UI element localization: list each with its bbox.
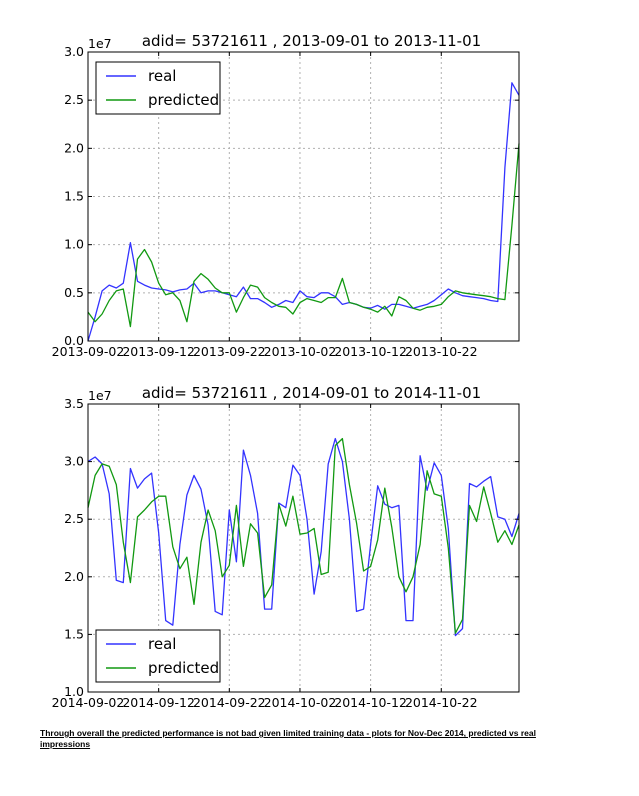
chart2-ytick-label-3: 2.5 [64,511,84,526]
chart1-xtick-label-2: 2013-09-22 [193,344,266,359]
chart2-xtick-label-2: 2014-09-22 [193,695,266,710]
chart1-y-multiplier: 1e7 [88,36,112,51]
chart2-legend-label-predicted: predicted [148,659,219,677]
chart1-legend-label-real: real [148,67,176,85]
chart1-series-predicted-line [87,143,520,328]
chart1-legend-box [95,61,221,115]
chart1-xtick-label-0: 2013-09-02 [52,344,125,359]
chart2-xtick-label-4: 2014-10-12 [334,695,407,710]
chart2-ytick-label-2: 2.0 [64,569,84,584]
chart2-series-predicted-line [87,437,520,634]
chart1-legend-label-predicted: predicted [148,91,219,109]
chart2-y-multiplier: 1e7 [88,388,112,403]
chart2-ytick-label-5: 3.5 [64,396,84,411]
chart2-legend-box [95,629,221,683]
chart2-ytick-label-0: 1.0 [64,684,84,699]
chart1-xtick-label-1: 2013-09-12 [122,344,195,359]
chart2-series-real-line [87,437,520,637]
chart1-ytick-label-0: 0.0 [64,333,84,348]
chart2-xtick-label-5: 2014-10-22 [405,695,478,710]
chart2-xtick-label-3: 2014-10-02 [264,695,337,710]
chart2-legend-label-real: real [148,635,176,653]
chart2-title: adid= 53721611 , 2014-09-01 to 2014-11-0… [142,384,481,402]
chart1-xtick-label-4: 2013-10-12 [334,344,407,359]
figure-caption: Through overall the predicted performanc… [40,728,536,749]
chart1-series-real-line [87,82,520,342]
chart-figure: 0.0 0.5 1.0 1.5 2.0 2.5 3.0 2013-09-022013-09-1… [52,32,520,710]
chart1-xtick-label-5: 2013-10-22 [405,344,478,359]
chart2-axes-frame [87,403,520,693]
chart1-ytick-label-3: 1.5 [64,189,84,204]
chart1-xtick-label-3: 2013-10-02 [264,344,337,359]
chart1-ytick-label-6: 3.0 [64,44,84,59]
chart2-ytick-label-1: 1.5 [64,626,84,641]
chart1-title: adid= 53721611 , 2013-09-01 to 2013-11-0… [142,32,481,50]
chart1-ytick-label-5: 2.5 [64,92,84,107]
chart1-ytick-label-2: 1.0 [64,237,84,252]
chart2-xtick-label-1: 2014-09-12 [122,695,195,710]
chart2-ytick-label-4: 3.0 [64,454,84,469]
chart1-ytick-label-1: 0.5 [64,285,84,300]
chart2-xtick-label-0: 2014-09-02 [52,695,125,710]
chart1-ytick-label-4: 2.0 [64,140,84,155]
